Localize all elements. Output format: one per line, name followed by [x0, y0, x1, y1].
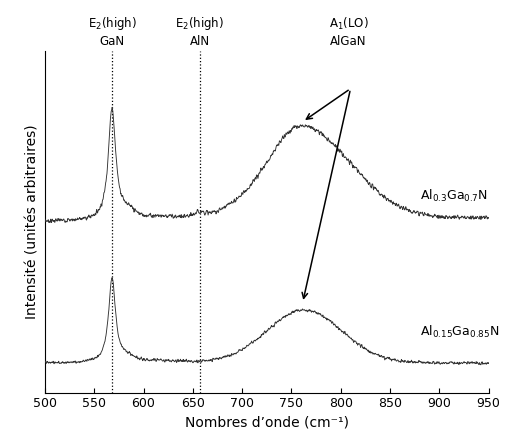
- Text: Al$_{0.15}$Ga$_{0.85}$N: Al$_{0.15}$Ga$_{0.85}$N: [420, 324, 499, 340]
- Text: Al$_{0.3}$Ga$_{0.7}$N: Al$_{0.3}$Ga$_{0.7}$N: [420, 188, 487, 204]
- Text: E$_2$(high)
AlN: E$_2$(high) AlN: [175, 15, 224, 48]
- Y-axis label: Intensité (unités arbitraires): Intensité (unités arbitraires): [25, 125, 40, 320]
- X-axis label: Nombres d’onde (cm⁻¹): Nombres d’onde (cm⁻¹): [185, 416, 349, 430]
- Text: E$_2$(high)
GaN: E$_2$(high) GaN: [87, 15, 136, 48]
- Text: A$_1$(LO)
AlGaN: A$_1$(LO) AlGaN: [329, 16, 369, 48]
